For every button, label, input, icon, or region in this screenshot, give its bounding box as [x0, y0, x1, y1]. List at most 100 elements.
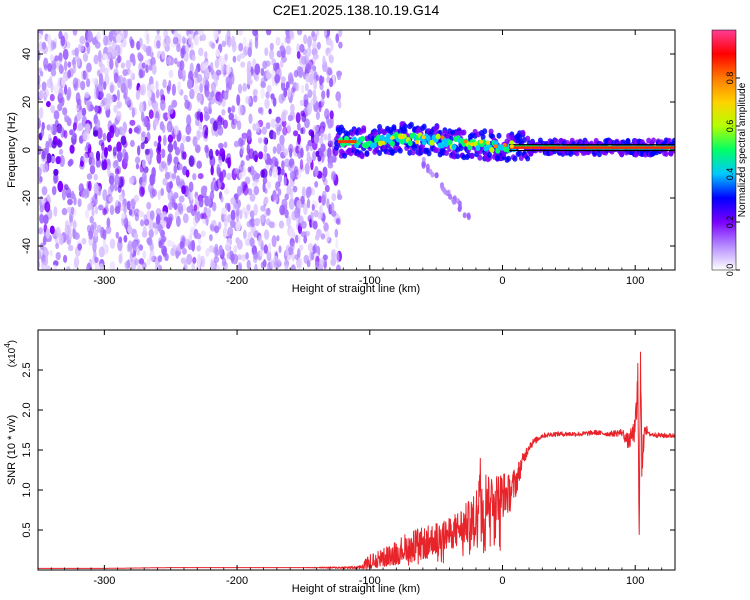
heatmap-cell [272, 131, 277, 140]
heatmap-cell [108, 175, 115, 185]
heatmap-cell [243, 184, 249, 196]
heatmap-cell [38, 117, 41, 129]
heatmap-cell [146, 131, 151, 142]
heatmap-cell [116, 76, 122, 89]
colorbar: 0.0 0.2 0.4 0.6 0.8 Normalized spectral ampl… [711, 29, 748, 276]
heatmap-cell [151, 64, 157, 75]
heatmap-cell [293, 69, 299, 78]
heatmap-cell [115, 231, 120, 239]
heatmap-cell [139, 186, 145, 198]
heatmap-cell [252, 88, 258, 96]
heatmap-cell [305, 83, 309, 92]
heatmap-cell [57, 138, 61, 146]
heatmap-cell [316, 41, 321, 50]
heatmap-cell [86, 224, 91, 233]
heatmap-cell [84, 123, 91, 132]
heatmap-cell [105, 225, 112, 235]
heatmap-cell [619, 151, 625, 158]
heatmap-cell [279, 45, 285, 52]
heatmap-cell [306, 198, 311, 209]
heatmap-cell [304, 118, 310, 129]
heatmap-cell [93, 173, 98, 181]
heatmap-cell [199, 255, 206, 268]
heatmap-cell [183, 94, 188, 102]
heatmap-cell [216, 264, 220, 270]
heatmap-cell [124, 260, 131, 270]
heatmap-cell [38, 41, 43, 52]
heatmap-cell [268, 108, 272, 115]
heatmap-cell [84, 91, 90, 99]
heatmap-cell [157, 255, 163, 263]
heatmap-cell [282, 126, 288, 136]
heatmap-cell [101, 142, 105, 152]
figure-title: C2E1.2025.138.10.19.G14 [273, 2, 440, 18]
heatmap-cell [226, 172, 232, 181]
heatmap-cell [198, 47, 204, 57]
heatmap-cell [98, 50, 102, 62]
heatmap-cell [197, 173, 204, 180]
heatmap-cell [71, 59, 76, 66]
heatmap-cell [179, 178, 185, 186]
heatmap-cell [287, 87, 292, 98]
heatmap-cell [393, 131, 399, 138]
heatmap-cell [227, 157, 231, 169]
heatmap-cell [218, 55, 224, 67]
heatmap-cell [155, 208, 162, 216]
heatmap-cell [336, 70, 342, 77]
heatmap-cell [172, 244, 178, 252]
heatmap-cell [237, 83, 243, 94]
heatmap-cell [300, 84, 305, 94]
heatmap-cell [146, 122, 150, 131]
heatmap-cell [186, 114, 192, 127]
heatmap-cell [319, 136, 324, 146]
svg-text:(x104): (x104) [3, 340, 18, 367]
y-tick-label: 1.5 [21, 442, 33, 457]
heatmap-cell [148, 229, 154, 239]
heatmap-cell [147, 90, 152, 99]
heatmap-cell [60, 126, 65, 139]
heatmap-cell [196, 245, 201, 252]
heatmap-cell [202, 185, 208, 193]
heatmap-cell [266, 249, 272, 262]
colorbar-label: Normalized spectral amplitude [737, 82, 748, 217]
heatmap-cell [166, 121, 173, 133]
heatmap-cell [86, 262, 92, 270]
heatmap-cell [112, 160, 119, 169]
heatmap-cell [280, 168, 285, 176]
heatmap-cell [98, 204, 104, 211]
heatmap-cell [237, 262, 243, 270]
heatmap-cell [93, 182, 99, 194]
heatmap-cell [49, 250, 53, 257]
heatmap-cell [175, 175, 181, 187]
heatmap-cell [53, 168, 59, 176]
y-tick-label: 0 [21, 147, 33, 153]
heatmap-cell [254, 122, 260, 133]
heatmap-cell [296, 51, 301, 59]
heatmap-cell [125, 59, 132, 69]
heatmap-cell [329, 110, 334, 120]
heatmap-cell [237, 30, 244, 36]
heatmap-cell [481, 139, 487, 146]
heatmap-cell [249, 237, 255, 247]
heatmap-cell [236, 120, 242, 131]
heatmap-cell [300, 195, 305, 205]
heatmap-cell [238, 164, 244, 173]
heatmap-cell [133, 194, 140, 203]
heatmap-cell [51, 63, 57, 71]
heatmap-cell [72, 77, 79, 89]
heatmap-cell [73, 64, 77, 72]
heatmap-cell [254, 172, 261, 180]
heatmap-cell [127, 240, 133, 252]
heatmap-cell [124, 96, 131, 106]
heatmap-cell [335, 238, 339, 249]
heatmap-cell [221, 207, 228, 215]
heatmap-cell [94, 256, 99, 263]
heatmap-cell [76, 124, 82, 132]
heatmap-cell [134, 258, 139, 266]
heatmap-cell [151, 167, 156, 179]
heatmap-cell [146, 33, 150, 45]
heatmap-cell [53, 260, 59, 267]
heatmap-cell [306, 102, 312, 115]
heatmap-cell [141, 62, 146, 69]
heatmap-cell [359, 153, 365, 160]
